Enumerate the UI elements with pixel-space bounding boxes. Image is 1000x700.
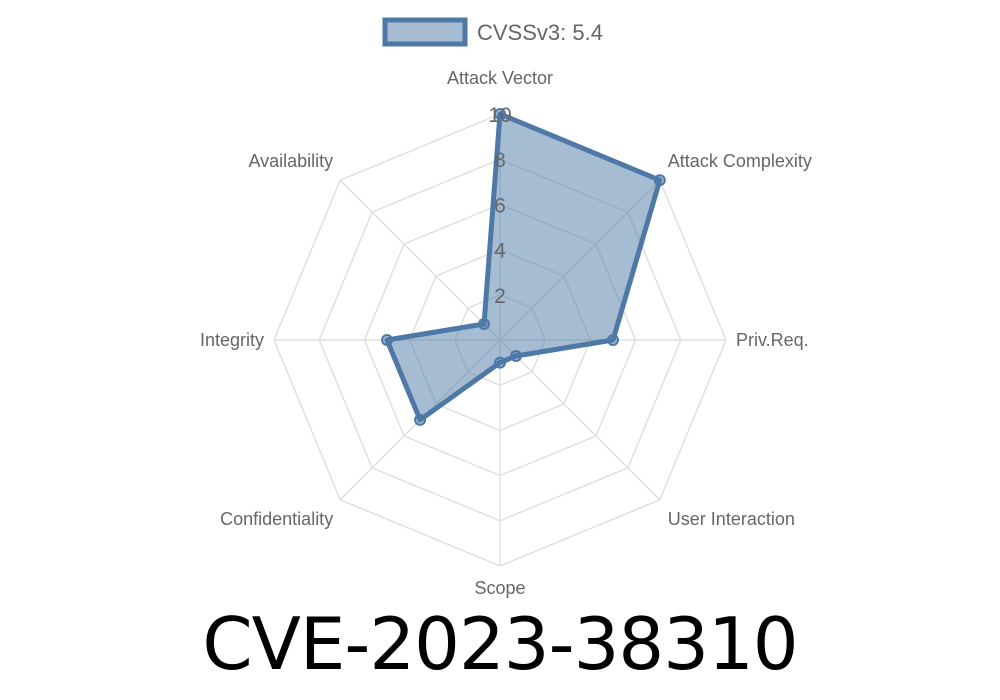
data-point xyxy=(414,413,427,426)
axis-label: Attack Complexity xyxy=(668,151,812,171)
axis-label: Attack Vector xyxy=(447,68,553,88)
tick-label: 6 xyxy=(494,194,506,217)
grid-spoke xyxy=(499,339,661,501)
data-point xyxy=(381,334,393,346)
tick-label: 10 xyxy=(488,104,511,127)
radial-ticks: 2 4 6 8 10 xyxy=(488,104,511,308)
axis-labels: Attack Vector Attack Complexity Priv.Req. U… xyxy=(200,68,812,598)
data-point xyxy=(509,349,522,362)
tick-label: 8 xyxy=(494,149,506,172)
tick-label: 2 xyxy=(494,285,506,308)
data-point xyxy=(478,318,491,331)
axis-label: User Interaction xyxy=(668,509,795,529)
data-point xyxy=(653,174,666,187)
legend[interactable]: CVSSv3: 5.4 xyxy=(382,17,603,47)
chart-title: CVE-2023-38310 xyxy=(202,602,798,686)
radar-series xyxy=(381,108,666,426)
data-point xyxy=(607,334,619,346)
data-point xyxy=(494,356,506,369)
legend-swatch xyxy=(382,17,468,47)
legend-label: CVSSv3: 5.4 xyxy=(477,20,603,45)
axis-label: Priv.Req. xyxy=(736,330,809,350)
tick-label: 4 xyxy=(494,240,506,263)
grid-spoke xyxy=(339,179,501,341)
axis-label: Scope xyxy=(474,578,525,598)
axis-label: Integrity xyxy=(200,330,264,350)
axis-label: Confidentiality xyxy=(220,509,333,529)
data-point xyxy=(494,108,506,120)
axis-label: Availability xyxy=(248,151,333,171)
